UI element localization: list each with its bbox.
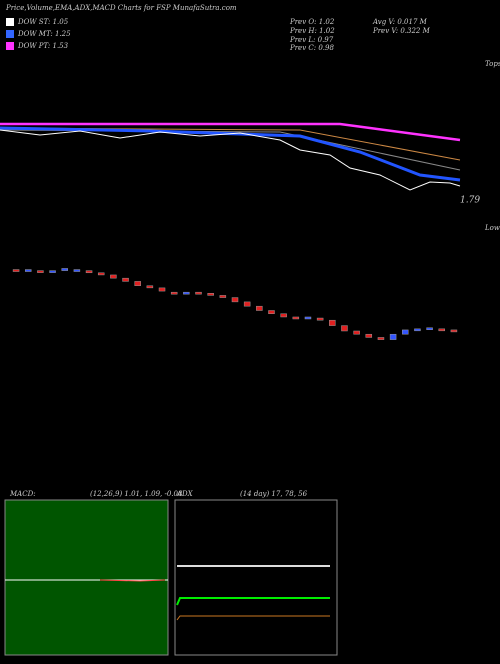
ema-long <box>0 122 461 142</box>
candle <box>329 319 336 326</box>
candle <box>146 285 154 289</box>
macd-panel <box>4 499 169 656</box>
macd-params: (12,26,9) 1.01, 1.09, -0.08 <box>90 490 183 498</box>
candle <box>97 272 105 276</box>
candle <box>316 317 324 321</box>
adx-label: ADX <box>176 490 194 498</box>
candle <box>61 268 68 271</box>
price-label: 1.79 <box>460 196 480 206</box>
prev-open: Prev O: 1.02 <box>289 18 335 26</box>
legend-swatch <box>6 42 14 50</box>
macd-label: MACD: <box>9 490 36 498</box>
candle <box>450 329 458 333</box>
candle <box>110 274 117 279</box>
adx-di-minus <box>176 597 330 606</box>
candle <box>183 291 190 295</box>
candle <box>268 310 275 314</box>
candle <box>304 316 312 320</box>
tops-label: Tops <box>485 60 500 68</box>
candle <box>231 297 239 303</box>
legend-swatch <box>6 18 14 26</box>
macd-hist <box>99 579 166 582</box>
lows-label: Lows <box>484 224 500 232</box>
candle <box>122 277 129 282</box>
prev-low: Prev L: 0.97 <box>289 36 334 44</box>
candle <box>377 337 385 340</box>
candle <box>292 316 300 320</box>
candle <box>414 328 421 332</box>
candle <box>243 301 251 307</box>
candle <box>280 313 287 318</box>
avg-volume: Avg V: 0.017 M <box>372 18 428 26</box>
candle <box>219 295 227 298</box>
candle <box>85 270 93 274</box>
ema-lines <box>0 122 461 191</box>
price-line <box>0 129 461 191</box>
candle <box>37 270 44 273</box>
candle <box>134 281 141 286</box>
prev-close: Prev C: 0.98 <box>289 44 334 52</box>
ema-short <box>0 126 461 182</box>
adx-panel <box>174 499 338 656</box>
title: Price,Volume,EMA,ADX,MACD Charts for FSP… <box>5 4 237 12</box>
candle <box>207 293 214 296</box>
candle <box>389 333 397 340</box>
candle <box>256 305 263 311</box>
candle <box>402 329 409 335</box>
candle <box>426 327 433 331</box>
candle <box>341 325 348 332</box>
candle <box>353 330 360 335</box>
candle <box>365 333 373 338</box>
adx-params: (14 day) 17, 78, 56 <box>240 490 308 498</box>
candle <box>24 269 32 272</box>
legend-label: DOW MT: 1.25 <box>17 30 71 38</box>
candle <box>158 287 166 292</box>
legend-swatch <box>6 30 14 38</box>
legend-label: DOW PT: 1.53 <box>17 42 69 50</box>
legend-label: DOW ST: 1.05 <box>17 18 69 26</box>
adx-line <box>176 615 330 621</box>
candle <box>12 269 20 272</box>
candle <box>170 291 178 295</box>
prev-high: Prev H: 1.02 <box>289 27 335 35</box>
candle <box>438 328 446 332</box>
candle <box>49 270 56 273</box>
prev-volume: Prev V: 0.322 M <box>372 27 431 35</box>
candle <box>73 269 81 272</box>
candle <box>195 291 202 295</box>
